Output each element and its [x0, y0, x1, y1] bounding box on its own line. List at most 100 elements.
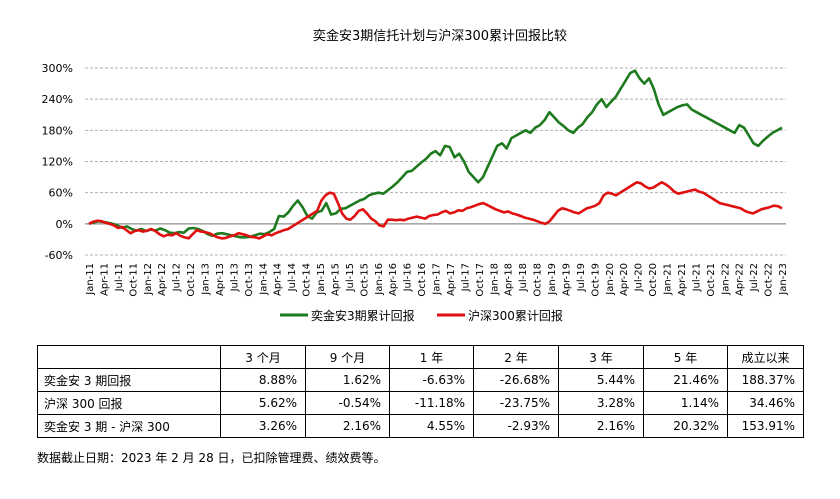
table-header-cell: 2 年: [473, 345, 559, 369]
x-tick-label: Oct-12: [186, 263, 197, 297]
x-tick-label: Oct-19: [590, 263, 601, 297]
performance-table: 3 个月 9 个月 1 年 2 年 3 年 5 年 成立以来 奕金安 3 期回报…: [37, 345, 804, 438]
x-tick-label: Jan-23: [778, 263, 789, 296]
x-tick-label: Jan-17: [432, 263, 443, 296]
table-header-row: 3 个月 9 个月 1 年 2 年 3 年 5 年 成立以来: [37, 345, 804, 369]
table-row: 奕金安 3 期 - 沪深 300 3.26% 2.16% 4.55% -2.93…: [37, 414, 804, 438]
x-tick-label: Apr-19: [561, 263, 572, 296]
x-tick-label: Jul-18: [518, 263, 529, 292]
grid-lines: [85, 67, 786, 256]
x-tick-label: Oct-13: [244, 263, 255, 297]
x-tick-label: Jul-15: [345, 263, 356, 292]
table-header-cell: [37, 345, 221, 369]
x-tick-label: Apr-18: [504, 263, 515, 296]
table-cell: 4.55%: [389, 414, 474, 438]
table-cell: 153.91%: [727, 414, 804, 438]
y-tick-label: 0%: [56, 218, 73, 231]
x-tick-label: Jul-16: [403, 263, 414, 292]
legend: 奕金安3期累计回报 沪深300累计回报: [280, 308, 563, 323]
x-tick-label: Jul-13: [229, 263, 240, 292]
x-tick-label: Jan-12: [143, 263, 154, 296]
x-tick-label: Jul-21: [691, 263, 702, 292]
table-header-cell: 3 年: [558, 345, 644, 369]
table-header-cell: 成立以来: [727, 345, 804, 369]
x-tick-label: Oct-15: [359, 263, 370, 297]
table-cell: 3.26%: [220, 414, 306, 438]
x-tick-label: Jul-22: [749, 263, 760, 292]
table-cell: 8.88%: [220, 368, 306, 392]
x-tick-label: Jan-18: [489, 263, 500, 296]
legend-label-fund: 奕金安3期累计回报: [311, 308, 415, 323]
x-tick-label: Jul-19: [576, 263, 587, 292]
y-tick-label: 60%: [49, 187, 73, 200]
x-tick-label: Apr-22: [735, 263, 746, 296]
x-tick-label: Jan-14: [258, 263, 269, 296]
x-tick-label: Apr-11: [99, 263, 110, 296]
table-cell: 21.46%: [643, 368, 728, 392]
table-cell: 5.62%: [220, 391, 306, 415]
y-tick-label: 180%: [42, 124, 73, 137]
y-tick-label: 120%: [42, 156, 73, 169]
table-cell: 3.28%: [558, 391, 644, 415]
x-tick-label: Jan-20: [605, 263, 616, 296]
x-tick-label: Oct-21: [706, 263, 717, 297]
table-cell: -23.75%: [473, 391, 559, 415]
table-row: 奕金安 3 期回报 8.88% 1.62% -6.63% -26.68% 5.4…: [37, 368, 804, 392]
x-axis-ticks: Jan-11 Apr-11 Jul-11 Oct-11 Jan-12 Apr-12 Jul-…: [85, 263, 789, 297]
x-tick-label: Oct-18: [533, 263, 544, 297]
y-tick-label: 300%: [42, 62, 73, 75]
chart-title: 奕金安3期信托计划与沪深300累计回报比较: [313, 28, 567, 44]
row-label: 奕金安 3 期回报: [37, 368, 221, 392]
x-tick-label: Apr-13: [215, 263, 226, 296]
x-tick-label: Jan-19: [547, 263, 558, 296]
table-cell: -6.63%: [389, 368, 474, 392]
legend-label-index: 沪深300累计回报: [468, 308, 563, 323]
x-tick-label: Apr-12: [157, 263, 168, 296]
x-tick-label: Apr-14: [273, 263, 284, 296]
x-tick-label: Jul-14: [287, 263, 298, 292]
y-tick-label: -60%: [45, 249, 73, 262]
table-header-cell: 1 年: [389, 345, 474, 369]
x-tick-label: Jan-22: [720, 263, 731, 296]
table-cell: 188.37%: [727, 368, 804, 392]
x-tick-label: Jan-21: [663, 263, 674, 296]
table-header-cell: 3 个月: [220, 345, 306, 369]
table-cell: -2.93%: [473, 414, 559, 438]
x-tick-label: Oct-17: [475, 263, 486, 297]
x-tick-label: Apr-17: [446, 263, 457, 296]
table-cell: 34.46%: [727, 391, 804, 415]
table-cell: -0.54%: [305, 391, 390, 415]
x-tick-label: Apr-20: [619, 263, 630, 296]
table-cell: 2.16%: [558, 414, 644, 438]
x-tick-label: Oct-22: [764, 263, 775, 297]
series-line-index: [88, 181, 783, 240]
y-axis-ticks: -60% 0% 60% 120% 180% 240% 300%: [42, 62, 73, 262]
series-line-fund: [88, 69, 783, 239]
table-row: 沪深 300 回报 5.62% -0.54% -11.18% -23.75% 3…: [37, 391, 804, 415]
x-tick-label: Apr-16: [388, 263, 399, 296]
x-tick-label: Jan-11: [85, 263, 96, 296]
x-tick-label: Jan-13: [201, 263, 212, 296]
table-cell: 5.44%: [558, 368, 644, 392]
series-lines: [88, 69, 783, 240]
x-tick-label: Oct-16: [417, 263, 428, 297]
table-cell: 1.62%: [305, 368, 390, 392]
x-tick-label: Jul-20: [634, 263, 645, 292]
line-chart: 奕金安3期信托计划与沪深300累计回报比较 -60% 0% 60% 120% 180% 2…: [42, 28, 789, 323]
row-label: 奕金安 3 期 - 沪深 300: [37, 414, 221, 438]
table-cell: -11.18%: [389, 391, 474, 415]
row-label: 沪深 300 回报: [37, 391, 221, 415]
x-tick-label: Jul-17: [460, 263, 471, 292]
x-tick-label: Jul-11: [114, 263, 125, 292]
table-cell: 1.14%: [643, 391, 728, 415]
x-tick-label: Oct-20: [648, 263, 659, 297]
table-cell: 20.32%: [643, 414, 728, 438]
x-tick-label: Apr-21: [677, 263, 688, 296]
table-cell: -26.68%: [473, 368, 559, 392]
x-tick-label: Jan-15: [316, 263, 327, 296]
table-header-cell: 9 个月: [305, 345, 390, 369]
x-tick-label: Jul-12: [172, 263, 183, 292]
table-cell: 2.16%: [305, 414, 390, 438]
x-tick-label: Oct-14: [302, 263, 313, 297]
y-tick-label: 240%: [42, 93, 73, 106]
